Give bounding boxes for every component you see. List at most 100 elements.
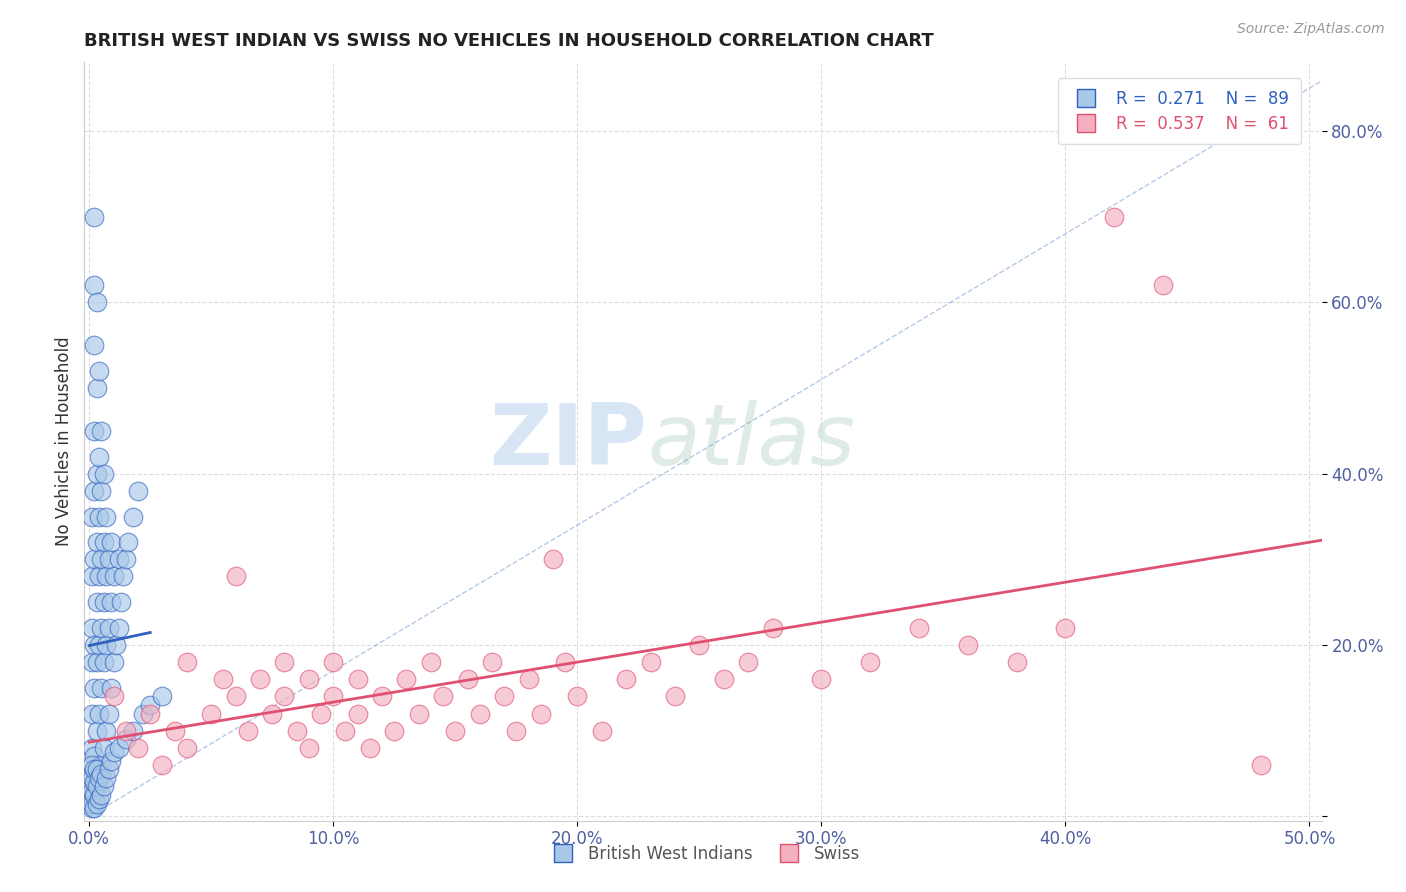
Point	[335, 723, 357, 738]
Point	[122, 723, 145, 738]
Point	[810, 673, 832, 687]
Point	[100, 535, 122, 549]
Point	[90, 424, 112, 438]
Point	[322, 655, 344, 669]
Point	[83, 788, 105, 802]
Point	[152, 758, 174, 772]
Point	[761, 621, 783, 635]
Point	[93, 740, 115, 755]
Point	[80, 783, 103, 797]
Point	[83, 749, 105, 764]
Point	[87, 638, 110, 652]
Point	[163, 723, 186, 738]
Point	[93, 467, 115, 481]
Point	[664, 690, 686, 704]
Point	[737, 655, 759, 669]
Point	[97, 621, 120, 635]
Point	[103, 655, 125, 669]
Point	[249, 673, 271, 687]
Point	[117, 535, 139, 549]
Point	[298, 740, 321, 755]
Point	[80, 771, 103, 785]
Point	[80, 801, 103, 815]
Text: ZIP: ZIP	[489, 400, 647, 483]
Point	[419, 655, 441, 669]
Point	[567, 690, 589, 704]
Point	[212, 673, 235, 687]
Point	[90, 552, 112, 566]
Point	[591, 723, 613, 738]
Text: BRITISH WEST INDIAN VS SWISS NO VEHICLES IN HOUSEHOLD CORRELATION CHART: BRITISH WEST INDIAN VS SWISS NO VEHICLES…	[84, 32, 934, 50]
Point	[1005, 655, 1028, 669]
Point	[96, 569, 118, 583]
Point	[262, 706, 284, 721]
Point	[908, 621, 931, 635]
Point	[87, 364, 110, 378]
Point	[541, 552, 564, 566]
Point	[83, 638, 105, 652]
Point	[80, 621, 103, 635]
Point	[86, 295, 108, 310]
Point	[322, 690, 344, 704]
Text: Source: ZipAtlas.com: Source: ZipAtlas.com	[1237, 22, 1385, 37]
Point	[127, 483, 149, 498]
Point	[127, 740, 149, 755]
Point	[90, 758, 112, 772]
Point	[107, 621, 129, 635]
Point	[200, 706, 222, 721]
Point	[139, 706, 162, 721]
Point	[93, 780, 115, 794]
Point	[87, 569, 110, 583]
Point	[80, 706, 103, 721]
Point	[309, 706, 332, 721]
Point	[457, 673, 479, 687]
Point	[1152, 278, 1174, 293]
Point	[93, 535, 115, 549]
Point	[87, 766, 110, 780]
Point	[86, 655, 108, 669]
Point	[346, 673, 368, 687]
Point	[298, 673, 321, 687]
Legend: British West Indians, Swiss: British West Indians, Swiss	[540, 838, 866, 869]
Point	[1102, 210, 1125, 224]
Point	[640, 655, 662, 669]
Point	[90, 681, 112, 695]
Point	[505, 723, 527, 738]
Point	[122, 509, 145, 524]
Point	[115, 723, 138, 738]
Point	[83, 338, 105, 352]
Point	[83, 783, 105, 797]
Point	[152, 690, 174, 704]
Point	[139, 698, 162, 712]
Point	[346, 706, 368, 721]
Point	[90, 483, 112, 498]
Point	[100, 681, 122, 695]
Point	[517, 673, 540, 687]
Point	[86, 723, 108, 738]
Point	[494, 690, 516, 704]
Point	[80, 740, 103, 755]
Point	[83, 775, 105, 789]
Point	[80, 655, 103, 669]
Point	[80, 509, 103, 524]
Point	[86, 535, 108, 549]
Point	[96, 723, 118, 738]
Point	[83, 210, 105, 224]
Point	[100, 754, 122, 768]
Point	[225, 569, 247, 583]
Point	[107, 552, 129, 566]
Point	[105, 638, 128, 652]
Point	[103, 569, 125, 583]
Point	[87, 450, 110, 464]
Point	[554, 655, 576, 669]
Point	[86, 775, 108, 789]
Point	[93, 595, 115, 609]
Point	[115, 732, 138, 747]
Point	[83, 483, 105, 498]
Y-axis label: No Vehicles in Household: No Vehicles in Household	[55, 336, 73, 547]
Point	[1054, 621, 1077, 635]
Point	[112, 569, 135, 583]
Point	[859, 655, 882, 669]
Point	[86, 595, 108, 609]
Point	[86, 467, 108, 481]
